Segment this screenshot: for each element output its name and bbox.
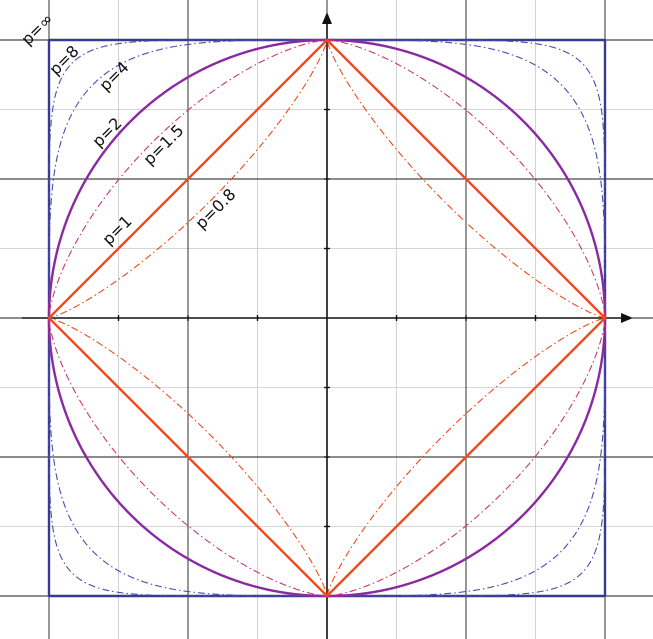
label-p4: p=4 — [95, 58, 132, 95]
curves — [47, 38, 607, 598]
curve-p08 — [48, 39, 606, 597]
label-p1-5: p=1.5 — [139, 121, 187, 169]
curve-p8 — [48, 39, 606, 597]
axes — [22, 12, 633, 639]
label-p-inf: p=∞ — [17, 9, 57, 49]
label-p0-8: p=0.8 — [191, 185, 239, 233]
label-p8: p=8 — [45, 42, 82, 79]
y-axis-arrow-icon — [322, 12, 332, 24]
label-p1: p=1 — [98, 212, 135, 249]
label-p2: p=2 — [88, 114, 125, 151]
x-axis-arrow-icon — [621, 313, 633, 323]
curve-p15 — [48, 39, 606, 597]
